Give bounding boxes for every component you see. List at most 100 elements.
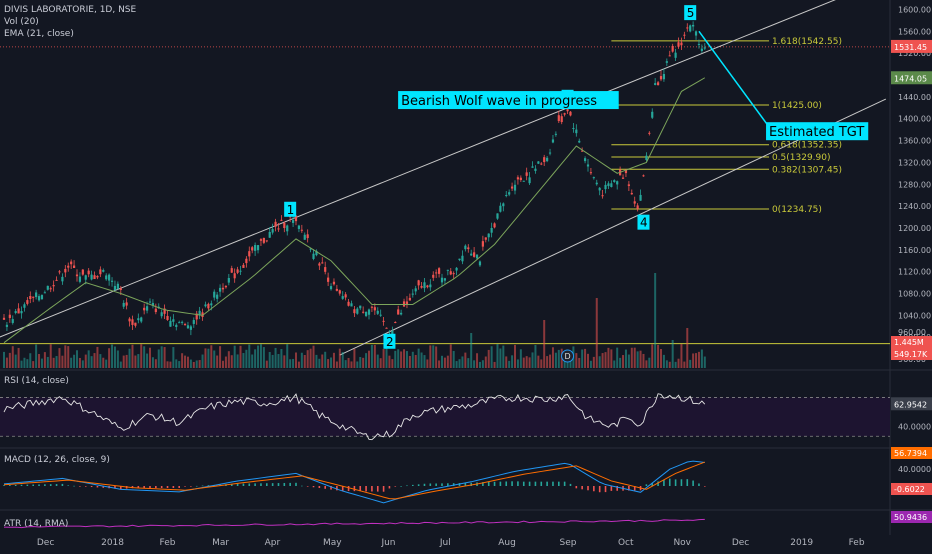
macd-histogram-bar bbox=[324, 486, 326, 489]
macd-histogram-bar bbox=[67, 485, 70, 487]
macd-histogram-bar bbox=[575, 486, 578, 489]
volume-bar bbox=[394, 350, 397, 368]
candle-body bbox=[683, 34, 686, 36]
volume-legend: Vol (20) bbox=[4, 17, 39, 27]
volume-bar bbox=[426, 359, 429, 368]
candle-body bbox=[172, 319, 175, 322]
candle-body bbox=[350, 303, 353, 307]
candle-body bbox=[426, 285, 429, 288]
macd-histogram-bar bbox=[558, 481, 560, 486]
candle-body bbox=[674, 52, 677, 58]
candle-body bbox=[148, 301, 152, 303]
volume-bar bbox=[356, 361, 359, 368]
volume-bar bbox=[584, 348, 587, 368]
candle-body bbox=[110, 280, 114, 282]
candle-body bbox=[461, 255, 464, 262]
candle-body bbox=[274, 221, 277, 227]
candle-body bbox=[516, 177, 520, 180]
macd-histogram-bar bbox=[248, 483, 251, 486]
candle-body bbox=[93, 275, 96, 280]
volume-bar bbox=[368, 350, 370, 368]
macd-histogram-bar bbox=[686, 479, 689, 486]
candle-body bbox=[268, 231, 271, 238]
candle-body bbox=[364, 311, 368, 317]
candle-body bbox=[37, 296, 41, 301]
candle-body bbox=[572, 127, 575, 129]
volume-bar bbox=[335, 361, 338, 368]
volume-bar bbox=[511, 355, 514, 368]
volume-badge bbox=[891, 336, 932, 348]
volume-bar bbox=[321, 354, 324, 368]
candle-body bbox=[259, 239, 263, 241]
candle-body bbox=[630, 192, 633, 195]
candle-body bbox=[589, 172, 593, 174]
volume-bar bbox=[636, 351, 639, 368]
volume-bar bbox=[233, 345, 236, 368]
macd-histogram-bar bbox=[406, 485, 408, 487]
volume-bar bbox=[286, 344, 289, 368]
candle-body bbox=[636, 205, 639, 209]
volume-bar bbox=[49, 344, 52, 368]
candle-body bbox=[332, 281, 336, 285]
volume-bar bbox=[297, 361, 300, 368]
macd-histogram-bar bbox=[668, 478, 671, 486]
volume-bar bbox=[557, 349, 560, 368]
candle-body bbox=[72, 265, 76, 268]
candle-body bbox=[40, 295, 44, 300]
candle-body bbox=[303, 234, 306, 240]
volume-bar bbox=[204, 348, 207, 368]
x-tick-label: Oct bbox=[618, 538, 634, 548]
candle-body bbox=[557, 115, 560, 122]
ema-line bbox=[3, 77, 706, 344]
volume-bar bbox=[359, 356, 362, 368]
volume-bar bbox=[624, 349, 627, 368]
dividend-marker bbox=[561, 349, 575, 363]
volume-bar bbox=[96, 346, 99, 368]
y-tick-label: 1280.00 bbox=[898, 180, 931, 189]
macd-histogram-bar bbox=[306, 486, 309, 487]
volume-bar bbox=[695, 353, 698, 368]
volume-bar bbox=[271, 354, 274, 368]
rsi-badge bbox=[891, 397, 932, 411]
volume-bar bbox=[543, 320, 546, 368]
macd-badge-text: 56.7394 bbox=[894, 449, 927, 458]
volume-bar bbox=[642, 353, 645, 368]
candle-body bbox=[233, 273, 236, 279]
x-tick-label: Dec bbox=[732, 538, 749, 548]
candle-body bbox=[598, 187, 601, 191]
volume-bar bbox=[248, 344, 251, 368]
volume-bar bbox=[546, 356, 549, 368]
macd-histogram-bar bbox=[195, 485, 198, 487]
candle-body bbox=[452, 273, 455, 275]
volume-bar bbox=[619, 357, 622, 368]
candle-body bbox=[52, 285, 55, 287]
candle-body bbox=[391, 330, 394, 335]
x-tick-label: 2019 bbox=[790, 538, 813, 548]
macd-histogram-bar bbox=[137, 486, 140, 489]
candle-body bbox=[178, 322, 181, 324]
volume-bar bbox=[508, 360, 511, 368]
candle-body bbox=[70, 261, 73, 265]
candle-body bbox=[694, 31, 698, 36]
volume-bar bbox=[484, 356, 487, 368]
volume-bar bbox=[551, 347, 554, 368]
candle-body bbox=[90, 274, 93, 280]
price-badge bbox=[891, 71, 932, 85]
y-tick-label: 1160.00 bbox=[898, 246, 931, 255]
macd-histogram-bar bbox=[546, 481, 548, 486]
candle-body bbox=[575, 129, 578, 134]
macd-histogram-bar bbox=[376, 486, 379, 492]
macd-histogram-bar bbox=[295, 482, 297, 486]
candle-body bbox=[414, 288, 417, 292]
candle-body bbox=[181, 321, 184, 323]
macd-histogram-bar bbox=[552, 481, 554, 486]
macd-histogram-bar bbox=[32, 484, 34, 486]
candle-body bbox=[394, 322, 397, 324]
volume-bar bbox=[289, 359, 292, 368]
macd-histogram-bar bbox=[143, 486, 145, 489]
volume-bar bbox=[157, 349, 160, 368]
volume-bar bbox=[40, 358, 43, 368]
candle-body bbox=[131, 319, 134, 325]
